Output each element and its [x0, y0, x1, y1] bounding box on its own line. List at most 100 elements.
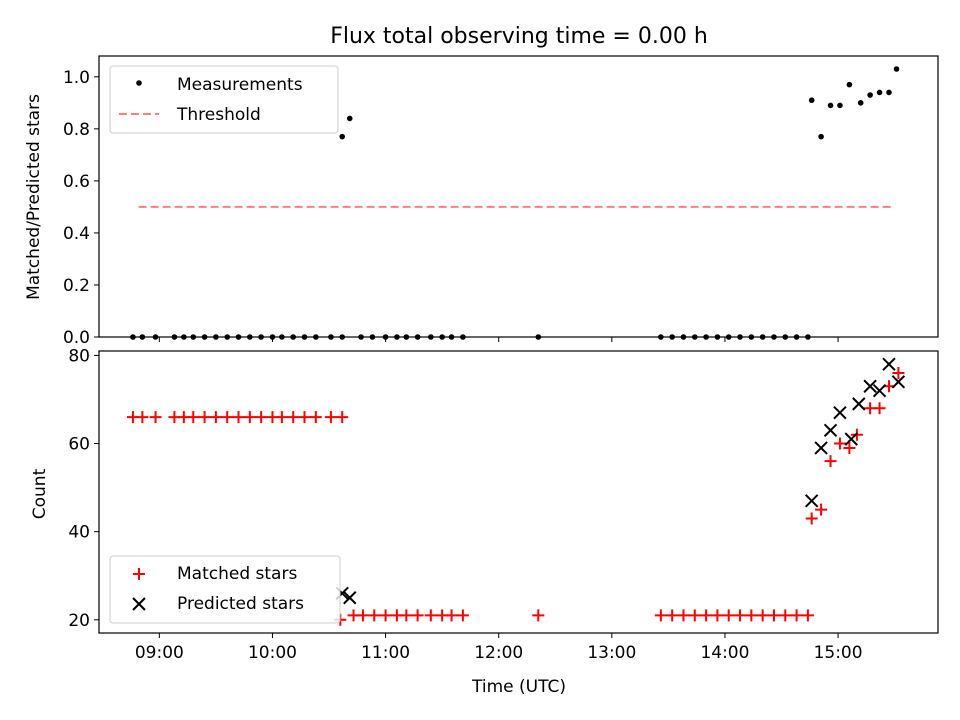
point-matched-stars: [873, 402, 886, 415]
legend-marker-matched-stars: [133, 568, 145, 580]
point-measurements: [857, 100, 864, 106]
point-matched-stars: [722, 609, 735, 622]
point-matched-stars: [532, 609, 545, 622]
point-matched-stars: [767, 609, 780, 622]
point-matched-stars: [368, 609, 381, 622]
point-matched-stars: [805, 512, 818, 525]
bottom-ytick-label: 60: [68, 435, 90, 455]
top-ytick-label: 0.6: [63, 172, 90, 192]
legend-label-predicted-stars: Predicted stars: [177, 594, 304, 614]
point-predicted-stars: [823, 423, 838, 438]
point-matched-stars: [400, 609, 413, 622]
point-matched-stars: [711, 609, 724, 622]
bottom-ytick-label: 20: [68, 611, 90, 631]
xtick-label: 13:00: [587, 643, 636, 663]
point-matched-stars: [198, 411, 211, 424]
x-axis-label: Time (UTC): [471, 677, 566, 697]
point-predicted-stars: [343, 591, 357, 605]
point-measurements: [867, 92, 873, 98]
xtick-label: 10:00: [248, 643, 297, 663]
point-matched-stars: [255, 411, 268, 424]
point-predicted-stars: [872, 383, 887, 398]
point-matched-stars: [379, 609, 392, 622]
point-matched-stars: [149, 411, 162, 424]
point-predicted-stars: [863, 379, 877, 393]
top-axes-frame: [98, 55, 939, 338]
point-matched-stars: [801, 609, 814, 622]
xtick-label: 12:00: [474, 643, 523, 663]
legend-marker-measurements: [136, 80, 142, 86]
point-measurements: [837, 102, 843, 109]
point-matched-stars: [756, 609, 769, 622]
bottom-legend-box: [109, 555, 341, 624]
bottom-ylabel: Count: [30, 468, 50, 519]
legend-label-matched-stars: Matched stars: [177, 564, 297, 584]
point-matched-stars: [790, 609, 803, 622]
point-matched-stars: [275, 411, 288, 424]
point-predicted-stars: [891, 375, 906, 389]
point-predicted-stars: [882, 357, 896, 371]
bottom-ytick-label: 80: [68, 346, 90, 366]
point-matched-stars: [843, 441, 856, 454]
point-matched-stars: [456, 609, 469, 622]
point-matched-stars: [688, 609, 701, 622]
point-measurements: [886, 89, 892, 96]
top-ytick-label: 0.0: [63, 328, 90, 348]
figure-title: Flux total observing time = 0.00 h: [330, 24, 708, 49]
top-ytick-label: 0.4: [63, 224, 90, 244]
point-matched-stars: [779, 609, 792, 622]
point-matched-stars: [745, 609, 758, 622]
point-matched-stars: [243, 411, 256, 424]
point-matched-stars: [892, 367, 905, 380]
point-matched-stars: [833, 437, 846, 450]
point-matched-stars: [411, 609, 424, 622]
point-matched-stars: [298, 411, 311, 424]
top-legend: Measurements Threshold: [109, 65, 339, 134]
point-measurements: [827, 102, 834, 109]
xtick-label: 11:00: [361, 643, 410, 663]
point-measurements: [808, 97, 815, 104]
point-measurements: [876, 89, 883, 96]
legend-label-measurements: Measurements: [177, 75, 303, 95]
point-predicted-stars: [804, 494, 819, 508]
point-matched-stars: [232, 411, 245, 424]
point-predicted-stars: [833, 405, 847, 420]
point-matched-stars: [324, 411, 337, 424]
series-predicted-stars: [335, 357, 906, 605]
point-matched-stars: [309, 411, 322, 424]
point-predicted-stars: [844, 432, 858, 446]
top-panel: 0.0 0.2 0.4 0.6 0.8 1.0 Matched/Predicted sta…: [24, 55, 939, 348]
xtick-label: 14:00: [700, 643, 749, 663]
top-legend-box: [109, 65, 339, 134]
top-ytick-label: 1.0: [63, 68, 90, 88]
legend-marker-predicted-stars: [132, 597, 146, 611]
point-matched-stars: [356, 609, 369, 622]
bottom-legend: Matched stars Predicted stars: [109, 555, 341, 624]
point-measurements: [346, 115, 353, 122]
point-matched-stars: [424, 609, 437, 622]
point-measurements: [846, 81, 853, 88]
point-matched-stars: [700, 609, 713, 622]
point-matched-stars: [136, 411, 149, 424]
bottom-panel: 20 40 60 80 09:00 10:00 11:00 12:00 13:00 14:00 1…: [30, 346, 939, 697]
point-matched-stars: [221, 411, 234, 424]
point-matched-stars: [654, 609, 667, 622]
top-ylabel: Matched/Predicted stars: [24, 94, 44, 300]
point-predicted-stars: [814, 441, 828, 455]
point-matched-stars: [815, 503, 828, 516]
point-measurements: [893, 66, 900, 72]
point-matched-stars: [336, 411, 349, 424]
point-matched-stars: [824, 455, 837, 468]
point-matched-stars: [187, 411, 200, 424]
xtick-label: 09:00: [135, 643, 184, 663]
point-measurements: [818, 133, 824, 140]
point-matched-stars: [287, 411, 300, 424]
point-matched-stars: [666, 609, 679, 622]
point-predicted-stars: [852, 397, 866, 411]
point-measurements: [339, 133, 346, 140]
top-ytick-label: 0.2: [63, 276, 90, 296]
point-matched-stars: [677, 609, 690, 622]
bottom-ytick-label: 40: [68, 523, 90, 543]
legend-label-threshold: Threshold: [176, 105, 261, 125]
point-matched-stars: [734, 609, 747, 622]
